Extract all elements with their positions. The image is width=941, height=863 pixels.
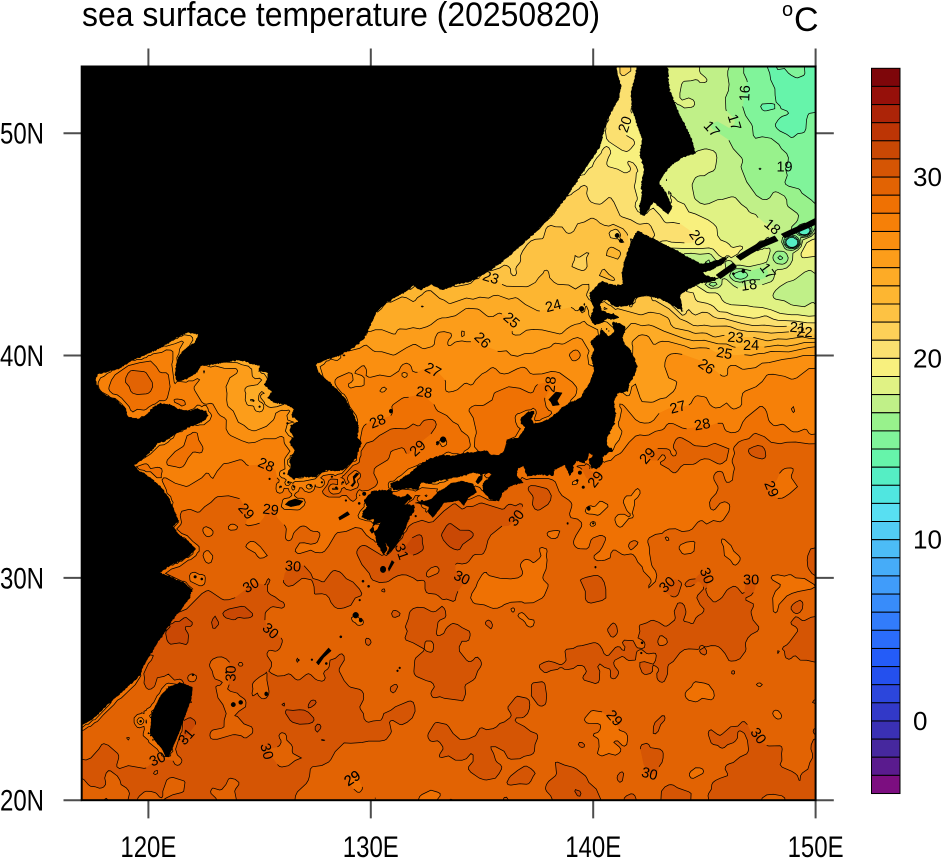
svg-text:40N: 40N xyxy=(0,340,44,373)
svg-text:30: 30 xyxy=(746,725,768,747)
svg-text:30: 30 xyxy=(913,162,941,192)
svg-text:16: 16 xyxy=(737,85,754,102)
svg-text:30: 30 xyxy=(506,507,529,530)
svg-text:20N: 20N xyxy=(0,785,44,818)
svg-text:150E: 150E xyxy=(788,831,844,858)
svg-text:28: 28 xyxy=(255,455,276,476)
svg-text:25: 25 xyxy=(715,345,734,364)
svg-text:30: 30 xyxy=(256,742,276,762)
svg-text:28: 28 xyxy=(693,416,712,435)
svg-text:29: 29 xyxy=(262,501,280,519)
svg-text:31: 31 xyxy=(391,542,411,562)
svg-text:30: 30 xyxy=(240,575,262,597)
svg-text:29: 29 xyxy=(585,469,608,492)
svg-text:0: 0 xyxy=(913,706,927,736)
svg-text:C: C xyxy=(794,1,819,39)
svg-text:24: 24 xyxy=(544,297,564,317)
svg-text:19: 19 xyxy=(776,160,792,176)
svg-text:30: 30 xyxy=(640,765,660,784)
svg-text:20: 20 xyxy=(616,114,636,134)
svg-text:22: 22 xyxy=(796,325,813,342)
svg-text:30: 30 xyxy=(147,749,168,770)
svg-text:29: 29 xyxy=(637,445,660,468)
svg-text:27: 27 xyxy=(422,360,444,382)
svg-text:20: 20 xyxy=(913,343,941,373)
svg-text:30: 30 xyxy=(223,665,239,681)
svg-text:21: 21 xyxy=(663,260,686,283)
svg-text:18: 18 xyxy=(761,216,784,239)
svg-text:130E: 130E xyxy=(343,831,399,858)
svg-text:20: 20 xyxy=(685,227,707,249)
svg-text:o: o xyxy=(782,0,793,21)
svg-text:30: 30 xyxy=(743,573,759,589)
svg-text:50N: 50N xyxy=(0,118,44,151)
svg-text:23: 23 xyxy=(481,268,501,288)
svg-text:29: 29 xyxy=(603,707,626,730)
svg-text:120E: 120E xyxy=(120,831,176,858)
svg-text:24: 24 xyxy=(743,338,759,354)
svg-text:29: 29 xyxy=(342,768,364,790)
svg-text:28: 28 xyxy=(367,412,388,433)
svg-text:140E: 140E xyxy=(565,831,621,858)
svg-text:30: 30 xyxy=(259,620,282,643)
svg-text:17: 17 xyxy=(724,112,744,132)
svg-text:31: 31 xyxy=(176,726,199,749)
svg-text:10: 10 xyxy=(913,525,941,555)
svg-text:30: 30 xyxy=(696,566,717,587)
svg-text:18: 18 xyxy=(740,277,758,295)
svg-text:22: 22 xyxy=(626,235,646,255)
svg-text:23: 23 xyxy=(727,330,744,347)
svg-text:28: 28 xyxy=(542,376,560,394)
svg-text:29: 29 xyxy=(234,501,257,524)
svg-text:21: 21 xyxy=(789,320,806,337)
svg-text:26: 26 xyxy=(695,356,717,378)
svg-text:30: 30 xyxy=(451,568,472,589)
svg-text:30: 30 xyxy=(284,558,301,575)
svg-text:27: 27 xyxy=(668,398,688,418)
svg-text:30N: 30N xyxy=(0,562,44,595)
svg-text:29: 29 xyxy=(760,479,781,500)
svg-text:29: 29 xyxy=(342,768,364,790)
svg-text:28: 28 xyxy=(415,384,433,402)
svg-text:25: 25 xyxy=(500,309,523,332)
svg-text:sea surface temperature (20250: sea surface temperature (20250820) xyxy=(82,0,600,34)
svg-text:17: 17 xyxy=(756,260,778,282)
